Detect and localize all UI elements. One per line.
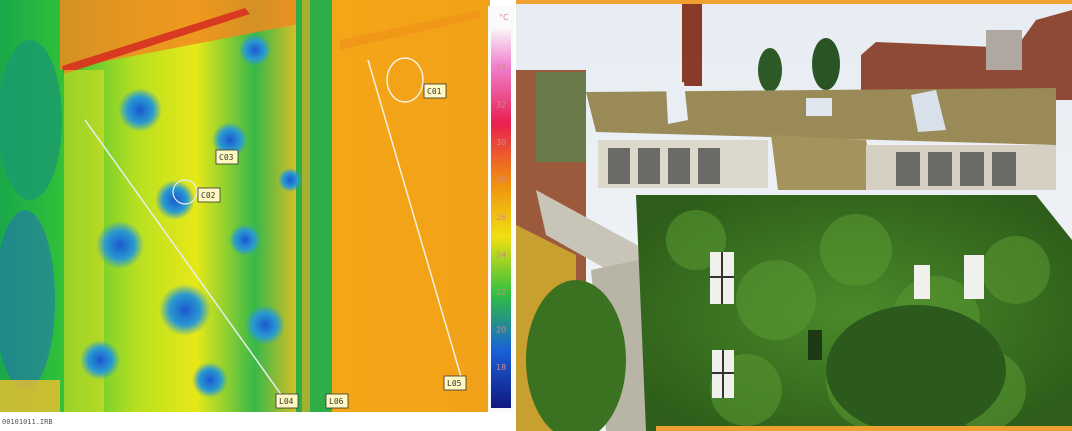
skylight (911, 90, 946, 132)
scale-tick-label: 32 (496, 101, 506, 110)
marker-l06: L06 (325, 393, 349, 409)
marker-c01: C01 (423, 83, 447, 99)
svg-text:L05: L05 (447, 379, 462, 388)
top-accent-bar (516, 0, 1072, 4)
bottom-accent-bar (656, 426, 1072, 431)
measure-circle-1 (386, 57, 424, 103)
scale-tick-label: 18 (496, 363, 506, 372)
scale-unit: °C (499, 13, 509, 22)
svg-text:L06: L06 (329, 397, 344, 406)
file-label: 00101011.IRB (2, 418, 53, 426)
thermal-pipe (296, 0, 332, 412)
scale-tick-label: 28 (496, 176, 506, 185)
thermal-warm-wall (330, 0, 490, 412)
chimney (682, 4, 702, 86)
marker-c03: C03 (215, 149, 239, 165)
left-ivy (526, 280, 626, 431)
measure-line-2 (367, 59, 463, 381)
thermal-bottom-warm (0, 380, 60, 412)
building-photo (516, 0, 1072, 431)
scale-tick-label: 26 (496, 213, 506, 222)
upper-windows (608, 148, 1016, 186)
building-photo-panel (516, 0, 1072, 431)
thermal-footer (0, 412, 514, 431)
marker-c02: C02 (197, 187, 221, 203)
svg-text:C02: C02 (201, 191, 216, 200)
marker-l04: L04 (275, 393, 299, 409)
background-tower (986, 30, 1022, 70)
color-scale-bar (491, 28, 511, 408)
thermal-hot-edge (62, 8, 250, 74)
measure-circle-2 (172, 179, 198, 205)
scale-tick-label: 34 (496, 63, 506, 72)
background-building (861, 10, 1072, 100)
thermal-ivy-patches (0, 34, 302, 398)
svg-text:C01: C01 (427, 87, 442, 96)
svg-text:L04: L04 (279, 397, 294, 406)
measure-line-1 (84, 119, 286, 401)
scale-tick-label: 20 (496, 326, 506, 335)
scale-tick-label: 22 (496, 288, 506, 297)
foreground-tree (826, 305, 1006, 431)
window-mullions (710, 252, 734, 398)
thermal-pipe-strip (302, 0, 310, 412)
facade-window-dark (808, 330, 822, 360)
left-roof-ivy (536, 72, 586, 162)
marker-l05: L05 (443, 375, 467, 391)
scale-tick-label: 24 (496, 251, 506, 260)
tree (812, 38, 840, 90)
skylight (666, 82, 688, 124)
svg-text:C03: C03 (219, 153, 234, 162)
skylight (806, 98, 832, 116)
scale-ticks: 34 32 30 28 26 24 22 20 18 (496, 63, 506, 372)
tree (758, 48, 782, 92)
scale-tick-label: 30 (496, 138, 506, 147)
thermal-image: C01 C02 C03 L04 L05 L06 °C 34 32 30 28 26 24 2… (0, 0, 514, 431)
thermal-image-panel: C01 C02 C03 L04 L05 L06 °C 34 32 30 28 26 24 2… (0, 0, 514, 431)
roof-dormer (771, 135, 876, 190)
